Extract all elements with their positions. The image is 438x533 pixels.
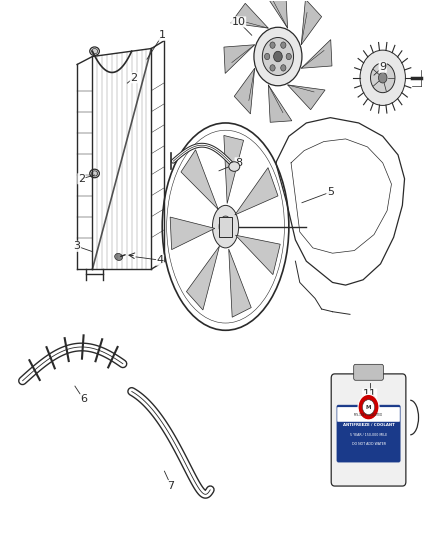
FancyBboxPatch shape [337, 407, 400, 422]
Polygon shape [231, 3, 268, 28]
Circle shape [270, 42, 275, 49]
Circle shape [265, 53, 270, 60]
FancyBboxPatch shape [354, 365, 383, 380]
Polygon shape [301, 39, 332, 68]
FancyBboxPatch shape [219, 216, 232, 237]
Text: M: M [366, 405, 371, 410]
Circle shape [362, 400, 374, 415]
Ellipse shape [92, 171, 98, 176]
Polygon shape [288, 85, 325, 110]
Circle shape [274, 51, 282, 62]
Polygon shape [187, 246, 219, 310]
Circle shape [270, 64, 275, 71]
Text: 11: 11 [363, 389, 377, 399]
Ellipse shape [90, 47, 99, 55]
Circle shape [254, 27, 302, 86]
Text: 9: 9 [379, 62, 386, 72]
Text: ANTIFREEZE / COOLANT: ANTIFREEZE / COOLANT [343, 423, 394, 427]
Text: 7: 7 [167, 481, 174, 490]
Polygon shape [224, 135, 244, 204]
Ellipse shape [229, 162, 240, 171]
Polygon shape [301, 0, 321, 45]
Ellipse shape [92, 49, 98, 54]
Text: 2: 2 [78, 174, 85, 184]
Text: 8: 8 [235, 158, 242, 168]
Text: 2: 2 [130, 73, 138, 83]
Polygon shape [229, 249, 251, 317]
Text: 6: 6 [80, 394, 87, 405]
Circle shape [286, 53, 291, 60]
FancyBboxPatch shape [337, 405, 400, 462]
Circle shape [281, 64, 286, 71]
Text: 4: 4 [156, 255, 164, 265]
Polygon shape [234, 68, 254, 114]
Text: 10: 10 [232, 17, 246, 27]
Ellipse shape [115, 253, 123, 261]
Text: MS-189 PREDILUTED: MS-189 PREDILUTED [354, 413, 383, 417]
Circle shape [281, 42, 286, 49]
Circle shape [262, 37, 293, 76]
Ellipse shape [212, 205, 239, 248]
Text: 1: 1 [159, 30, 166, 41]
Ellipse shape [219, 216, 232, 237]
Polygon shape [236, 235, 280, 274]
Text: 3: 3 [74, 241, 81, 251]
Ellipse shape [90, 169, 99, 177]
Polygon shape [224, 45, 254, 74]
Polygon shape [235, 167, 278, 215]
FancyBboxPatch shape [331, 374, 406, 486]
Circle shape [378, 72, 387, 83]
Circle shape [360, 50, 406, 106]
Polygon shape [181, 150, 218, 209]
Text: 5 YEAR / 150,000 MILE: 5 YEAR / 150,000 MILE [350, 433, 387, 437]
Circle shape [371, 63, 395, 93]
Circle shape [358, 394, 379, 420]
Text: 5: 5 [327, 187, 334, 197]
Polygon shape [170, 217, 215, 249]
Polygon shape [268, 85, 292, 122]
Polygon shape [264, 0, 288, 28]
Text: DO NOT ADD WATER: DO NOT ADD WATER [352, 442, 385, 447]
